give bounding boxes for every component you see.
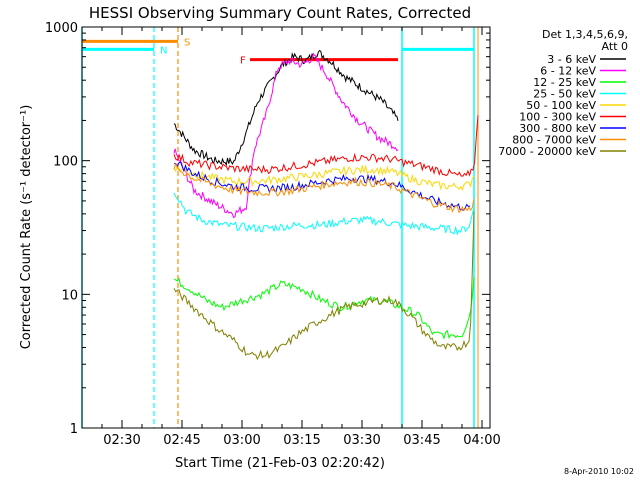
- series-line-5: [173, 115, 479, 177]
- chart-title: HESSI Observing Summary Count Rates, Cor…: [89, 4, 471, 22]
- x-tick-label-4: 03:30: [343, 433, 380, 448]
- series-line-8: [173, 211, 475, 361]
- annotation-n-label: N: [160, 45, 167, 56]
- y-tick-label-2: 100: [53, 155, 78, 170]
- y-axis-label: Corrected Count Rate (s⁻¹ detector⁻¹): [19, 105, 34, 350]
- legend-label-3: 25 - 50 keV: [533, 88, 596, 101]
- x-tick-label-3: 03:15: [283, 433, 320, 448]
- y-tick-label-1: 10: [61, 288, 78, 303]
- date-stamp: 8-Apr-2010 10:02: [564, 467, 634, 476]
- legend-label-6: 300 - 800 keV: [519, 122, 596, 135]
- x-tick-label-1: 02:45: [163, 433, 200, 448]
- series-line-1: [173, 52, 399, 219]
- plot-area: S N F: [81, 27, 479, 428]
- plot-frame: [81, 26, 491, 429]
- series-line-3: [173, 192, 475, 236]
- series-line-2: [173, 277, 475, 340]
- legend-label-2: 12 - 25 keV: [533, 76, 596, 89]
- legend-header-2: Att 0: [602, 40, 628, 53]
- series-line-0: [173, 49, 399, 167]
- axes: 1 10 100 1000 02:30 02:45 03:00 03:15 03:30 03:45…: [45, 21, 501, 448]
- x-tick-label-5: 03:45: [403, 433, 440, 448]
- legend-label-8: 7000 - 20000 keV: [498, 145, 596, 158]
- y-tick-label-3: 1000: [45, 21, 78, 36]
- legend-label-1: 6 - 12 keV: [540, 65, 596, 78]
- series-line-7: [173, 162, 475, 214]
- x-tick-label-2: 03:00: [223, 433, 260, 448]
- x-tick-label-0: 02:30: [103, 433, 140, 448]
- legend-label-7: 800 - 7000 keV: [512, 134, 596, 147]
- legend-label-5: 100 - 300 keV: [519, 111, 596, 124]
- legend-header-1: Det 1,3,4,5,6,9,: [542, 28, 628, 41]
- annotation-f-label: F: [240, 56, 246, 67]
- legend-label-4: 50 - 100 keV: [526, 99, 596, 112]
- series-line-4: [173, 164, 475, 191]
- legend-label-0: 3 - 6 keV: [547, 53, 596, 66]
- x-tick-label-6: 04:00: [463, 433, 500, 448]
- annotation-s-label: S: [184, 37, 190, 48]
- x-axis-label: Start Time (21-Feb-03 02:20:42): [175, 456, 385, 471]
- y-tick-label-0: 1: [70, 422, 78, 437]
